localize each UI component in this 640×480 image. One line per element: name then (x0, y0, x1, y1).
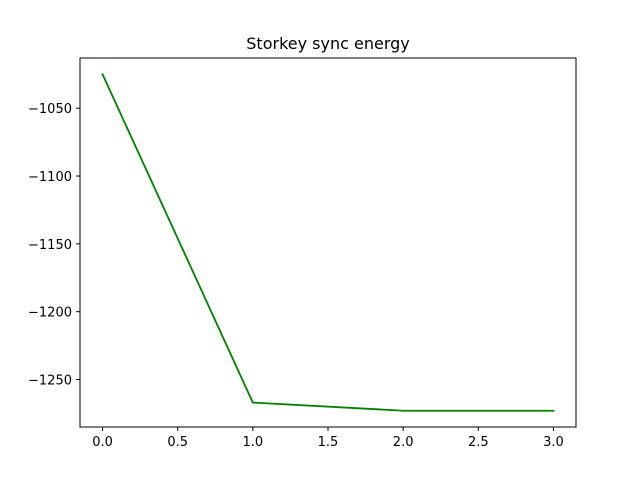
plot-area: 0.0 0.5 1.0 1.5 2.0 2.5 3.0 −1050 −1100 −1150 −120… (28, 57, 577, 450)
y-tick-label: −1100 (28, 170, 72, 185)
y-tick-label: −1200 (28, 306, 72, 321)
series-line-0 (101, 73, 555, 412)
x-tick-label: 1.5 (318, 435, 339, 450)
y-tick-label: −1250 (28, 374, 72, 389)
x-tick-label: 2.5 (468, 435, 489, 450)
x-tick-label: 3.0 (543, 435, 564, 450)
x-tick-label: 0.0 (92, 435, 113, 450)
y-tick-label: −1050 (28, 102, 72, 117)
x-tick-label: 0.5 (167, 435, 188, 450)
x-tick-label: 1.0 (243, 435, 264, 450)
x-tick-label: 2.0 (393, 435, 414, 450)
y-tick-label: −1150 (28, 238, 72, 253)
chart-title: Storkey sync energy (246, 34, 409, 53)
